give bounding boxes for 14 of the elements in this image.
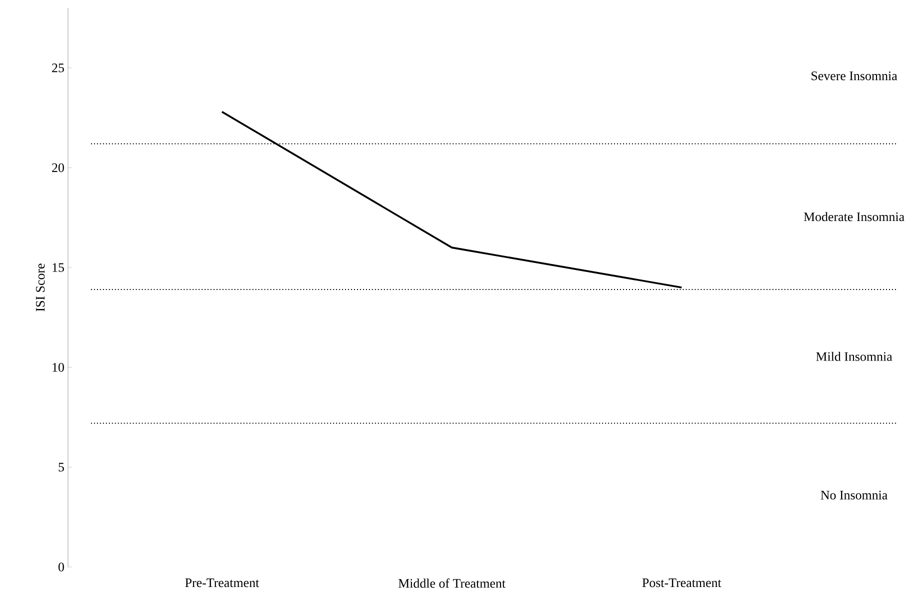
y-tick-label: 10 [52, 362, 64, 372]
y-tick-label: 25 [52, 64, 64, 72]
annotation: Severe Insomnia [812, 72, 898, 80]
y-axis-title: ISI Score [36, 264, 45, 312]
annotation: Moderate Insomnia [804, 212, 904, 222]
y-tick-label: 0 [58, 562, 64, 572]
annotation: Mild Insomnia [816, 352, 892, 361]
x-tick-label: Post-Treatment [642, 578, 722, 588]
y-tick-label: 20 [52, 163, 64, 172]
y-tick-label: 15 [52, 263, 64, 272]
y-tick-label: 5 [58, 462, 64, 472]
x-tick-label: Pre-Treatment [185, 578, 260, 588]
x-tick-label: Middle of Treatment [398, 578, 506, 588]
annotation: No Insomnia [820, 490, 888, 500]
